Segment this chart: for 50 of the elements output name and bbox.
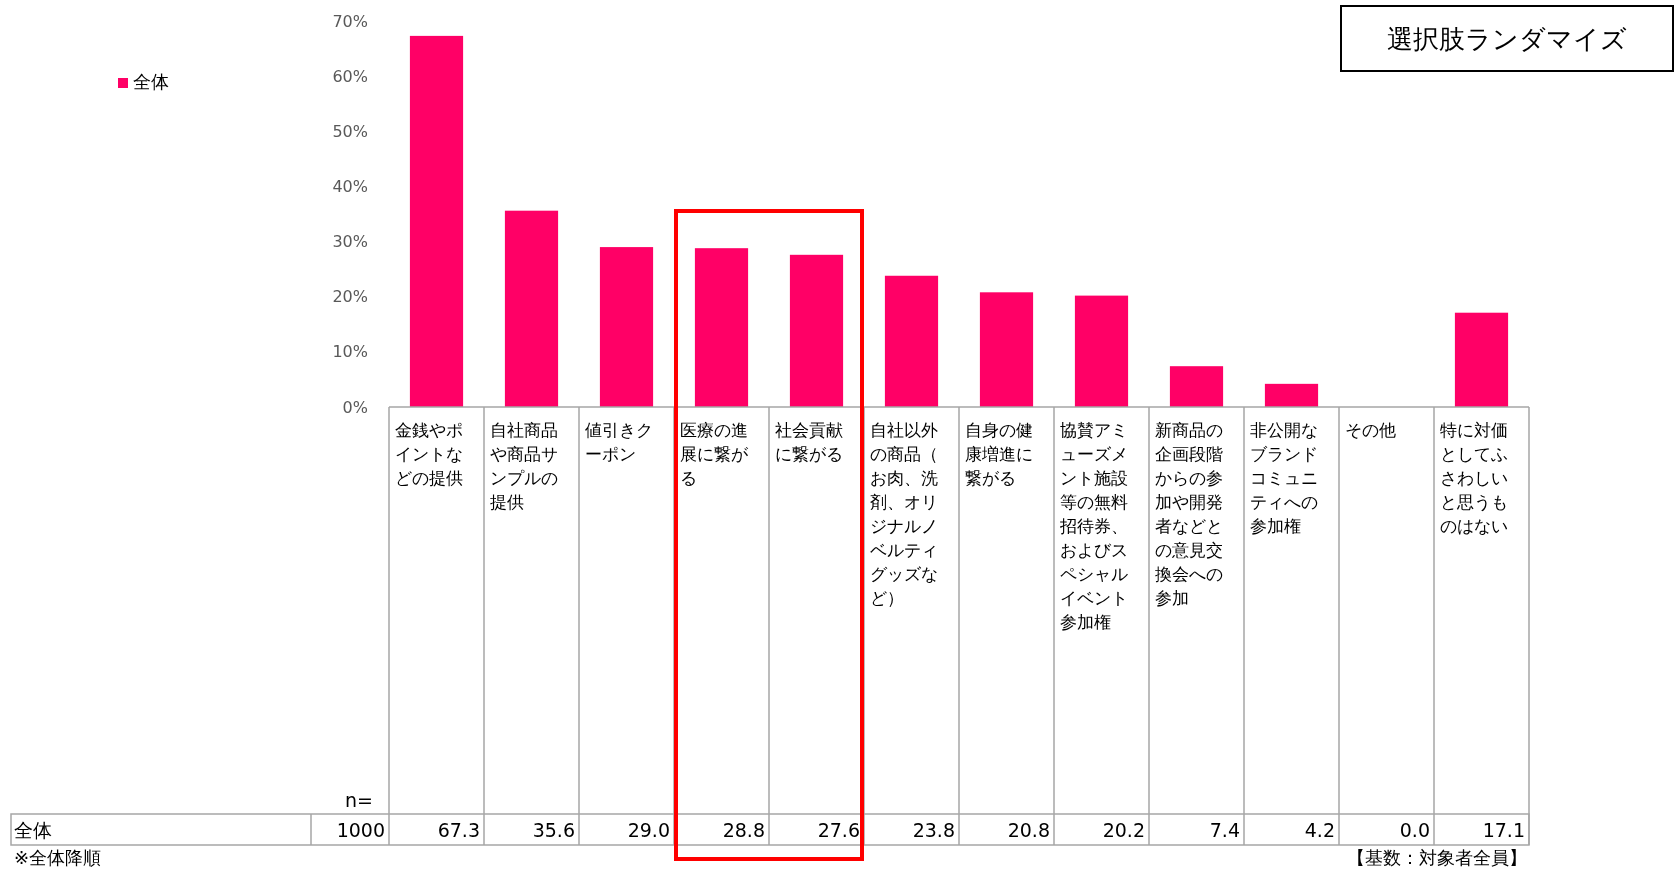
x-tick-label: 金銭やポイントなどの提供: [395, 419, 464, 490]
bar: [1264, 383, 1319, 407]
category-label: 協賛アミューズメント施設等の無料招待券、およびスペシャルイベント参加権: [1060, 420, 1128, 632]
data-label: 29.0: [627, 819, 670, 841]
x-tick-label: 新商品の企画段階からの参加や開発者などとの意見交換会への参加: [1155, 419, 1224, 610]
data-label: 20.8: [1007, 819, 1050, 841]
x-tick-label: 自社以外の商品（お肉、洗剤、オリジナルノベルティグッズなど）: [870, 419, 939, 610]
bar: [1454, 312, 1509, 407]
y-tick-label: 40%: [332, 177, 368, 197]
data-label: 0.0: [1399, 819, 1430, 841]
x-tick-label: 値引きクーポン: [585, 419, 654, 466]
x-tick-label: 自社商品や商品サンプルの提供: [490, 419, 559, 514]
y-tick-label: 0%: [342, 397, 368, 417]
annotation: 選択肢ランダマイズ: [1387, 24, 1627, 55]
y-tick-label: 20%: [332, 287, 368, 307]
x-tick-label: 自身の健康増進に繋がる: [965, 419, 1034, 490]
data-label: 17.1: [1482, 819, 1525, 841]
x-tick-label: 医療の進展に繋がる: [680, 419, 749, 490]
data-label: 67.3: [437, 819, 480, 841]
y-tick-label: 30%: [332, 232, 368, 252]
x-tick-label: 社会貢献に繋がる: [775, 419, 844, 466]
data-label: 20.2: [1102, 819, 1145, 841]
y-tick-label: 60%: [332, 66, 368, 86]
text: 1000: [336, 819, 385, 841]
bar: [789, 254, 844, 407]
data-label: 28.8: [722, 819, 765, 841]
bar: [409, 35, 464, 407]
data-label: 23.8: [912, 819, 955, 841]
bar: [599, 247, 654, 407]
y-tick-label: 70%: [332, 11, 368, 31]
text: n=: [345, 789, 373, 811]
text: ※全体降順: [14, 847, 102, 868]
data-label: 35.6: [532, 819, 575, 841]
x-tick-label: 非公開なブランドコミュニティへの参加権: [1250, 419, 1319, 538]
bar: [694, 248, 749, 407]
y-tick-label: 50%: [332, 121, 368, 141]
data-label: 7.4: [1209, 819, 1240, 841]
bar: [1169, 366, 1224, 407]
legend-label: 全体: [133, 71, 169, 92]
y-tick-label: 10%: [332, 342, 368, 362]
bar: [1074, 295, 1129, 407]
text: 【基数：対象者全員】: [1347, 847, 1527, 868]
data-label: 27.6: [817, 819, 860, 841]
x-tick-label: 特に対価としてふさわしいと思うものはない: [1440, 419, 1509, 538]
bar: [504, 210, 559, 407]
bar: [979, 292, 1034, 407]
bar: [884, 275, 939, 407]
text: 全体: [14, 819, 52, 841]
x-tick-label: その他: [1345, 419, 1397, 442]
data-label: 4.2: [1304, 819, 1335, 841]
